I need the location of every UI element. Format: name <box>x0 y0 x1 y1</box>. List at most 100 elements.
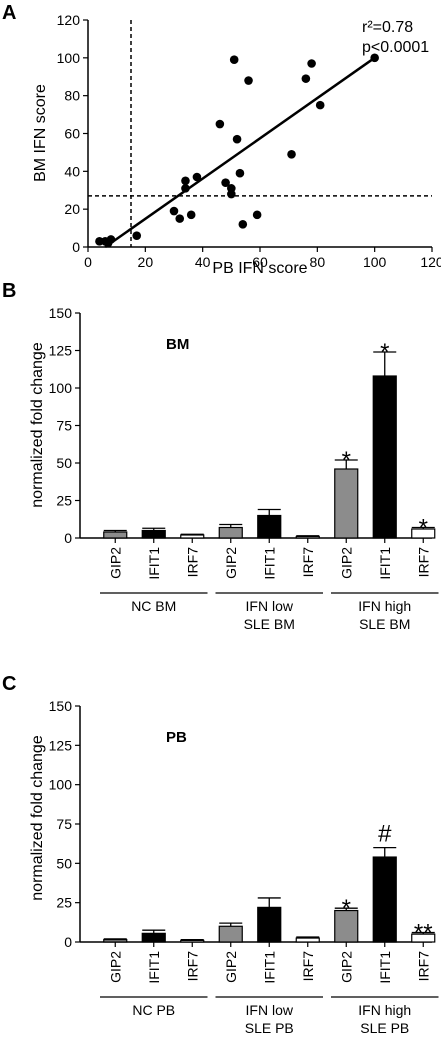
panel-a-label: A <box>2 2 16 24</box>
scatter-point <box>192 172 202 182</box>
bar-y-tick-label: 125 <box>49 737 73 753</box>
regression-line <box>104 56 376 249</box>
scatter-point <box>244 76 253 85</box>
scatter-point <box>181 176 190 186</box>
scatter-point <box>215 119 225 129</box>
group-label: SLE PB <box>245 1020 294 1036</box>
bar <box>103 531 128 539</box>
group-label: IFN low <box>246 1002 294 1018</box>
bar-category-label: GIP2 <box>338 951 354 983</box>
bar-category-label: IFIT1 <box>261 951 277 984</box>
p-value-annotation: p<0.0001 <box>362 39 429 56</box>
bar <box>334 468 359 539</box>
bar <box>180 534 205 539</box>
bar <box>257 514 282 539</box>
significance-marker: # <box>378 821 392 848</box>
panel-c-y-label: normalized fold change <box>29 735 46 901</box>
scatter-y-tick-label: 80 <box>64 88 80 104</box>
scatter-points <box>95 53 379 248</box>
bar <box>141 529 166 539</box>
bar <box>141 932 166 943</box>
scatter-point <box>106 235 116 244</box>
bar-category-label: GIP2 <box>107 547 123 579</box>
panel-b-y-label: normalized fold change <box>29 342 46 508</box>
scatter-x-tick-label: 120 <box>420 254 441 270</box>
bar <box>295 937 320 943</box>
bar-category-label: IFIT1 <box>261 547 277 580</box>
bar-category-label: IFIT1 <box>377 547 393 580</box>
scatter-point <box>181 184 190 193</box>
scatter-x-tick-label: 100 <box>363 254 387 270</box>
group-label: SLE PB <box>360 1020 409 1036</box>
scatter-x-tick-label: 60 <box>252 254 268 270</box>
scatter-point <box>287 150 296 159</box>
bar-category-label: GIP2 <box>107 951 123 983</box>
scatter-x-ticks: 0 20 40 60 80 100 120 <box>84 247 441 270</box>
scatter-y-tick-label: 40 <box>64 163 80 179</box>
bar-category-label: IRF7 <box>184 547 200 578</box>
bar-category-label: IFIT1 <box>146 547 162 580</box>
bar-y-tick-label: 150 <box>49 698 73 714</box>
bar <box>372 856 397 943</box>
scatter-point <box>238 220 248 229</box>
scatter-y-tick-label: 20 <box>64 201 80 217</box>
bar-category-label: IRF7 <box>184 951 200 982</box>
scatter-y-tick-label: 0 <box>72 239 80 255</box>
bar-category-label: IFIT1 <box>377 951 393 984</box>
bar-category-label: IRF7 <box>300 951 316 982</box>
scatter-y-tick-label: 120 <box>57 12 81 28</box>
bar-category-label: GIP2 <box>338 547 354 579</box>
scatter-point <box>307 59 316 68</box>
bar-y-tick-label: 25 <box>56 895 72 911</box>
significance-marker: * <box>419 515 428 542</box>
bar <box>218 526 243 539</box>
scatter-y-tick-label: 60 <box>64 126 80 142</box>
significance-marker: * <box>380 339 389 366</box>
scatter-point <box>186 210 196 220</box>
bar <box>295 535 320 539</box>
significance-marker: * <box>342 895 351 922</box>
significance-marker: * <box>342 447 351 474</box>
panel-b-label: B <box>2 280 16 302</box>
panel-b-title: BM <box>166 336 189 353</box>
scatter-x-tick-label: 20 <box>138 254 154 270</box>
group-label: IFN low <box>246 598 294 614</box>
bar-category-label: IRF7 <box>415 547 431 578</box>
scatter-point <box>221 178 230 187</box>
panel-a: A 0 20 40 60 80 100 120 0 20 40 60 80 100 120 PB IFN… <box>2 2 441 277</box>
bar-category-label: IRF7 <box>300 547 316 578</box>
bar <box>180 939 205 943</box>
bar-y-tick-label: 50 <box>56 455 72 471</box>
scatter-y-ticks: 0 20 40 60 80 100 120 <box>57 12 88 255</box>
scatter-y-label: BM IFN score <box>32 84 49 182</box>
bar-y-tick-label: 0 <box>64 530 72 546</box>
scatter-point <box>132 231 142 240</box>
bar-y-tick-label: 125 <box>49 343 73 359</box>
bar-y-tick-label: 100 <box>49 777 73 793</box>
scatter-x-tick-label: 40 <box>195 254 211 270</box>
bar <box>372 375 397 539</box>
bar-y-tick-label: 75 <box>56 418 72 434</box>
group-label: SLE BM <box>359 616 410 632</box>
scatter-point <box>235 168 245 178</box>
bar-y-tick-label: 25 <box>56 493 72 509</box>
group-label: NC BM <box>131 598 176 614</box>
scatter-point <box>169 206 179 216</box>
group-label: IFN high <box>358 598 411 614</box>
bar-y-tick-label: 0 <box>64 934 72 950</box>
scatter-point <box>315 100 325 110</box>
bar-category-label: GIP2 <box>223 951 239 983</box>
bar-category-label: GIP2 <box>223 547 239 579</box>
significance-marker: ** <box>414 920 433 947</box>
scatter-point <box>252 210 262 220</box>
bar <box>103 939 128 943</box>
r-squared-annotation: r²=0.78 <box>362 19 413 36</box>
bar <box>257 906 282 943</box>
bar-y-tick-label: 100 <box>49 380 73 396</box>
scatter-point <box>229 55 239 65</box>
panel-c-title: PB <box>166 729 187 746</box>
scatter-y-tick-label: 100 <box>57 50 81 66</box>
bar <box>218 925 243 943</box>
scatter-point <box>227 189 236 199</box>
